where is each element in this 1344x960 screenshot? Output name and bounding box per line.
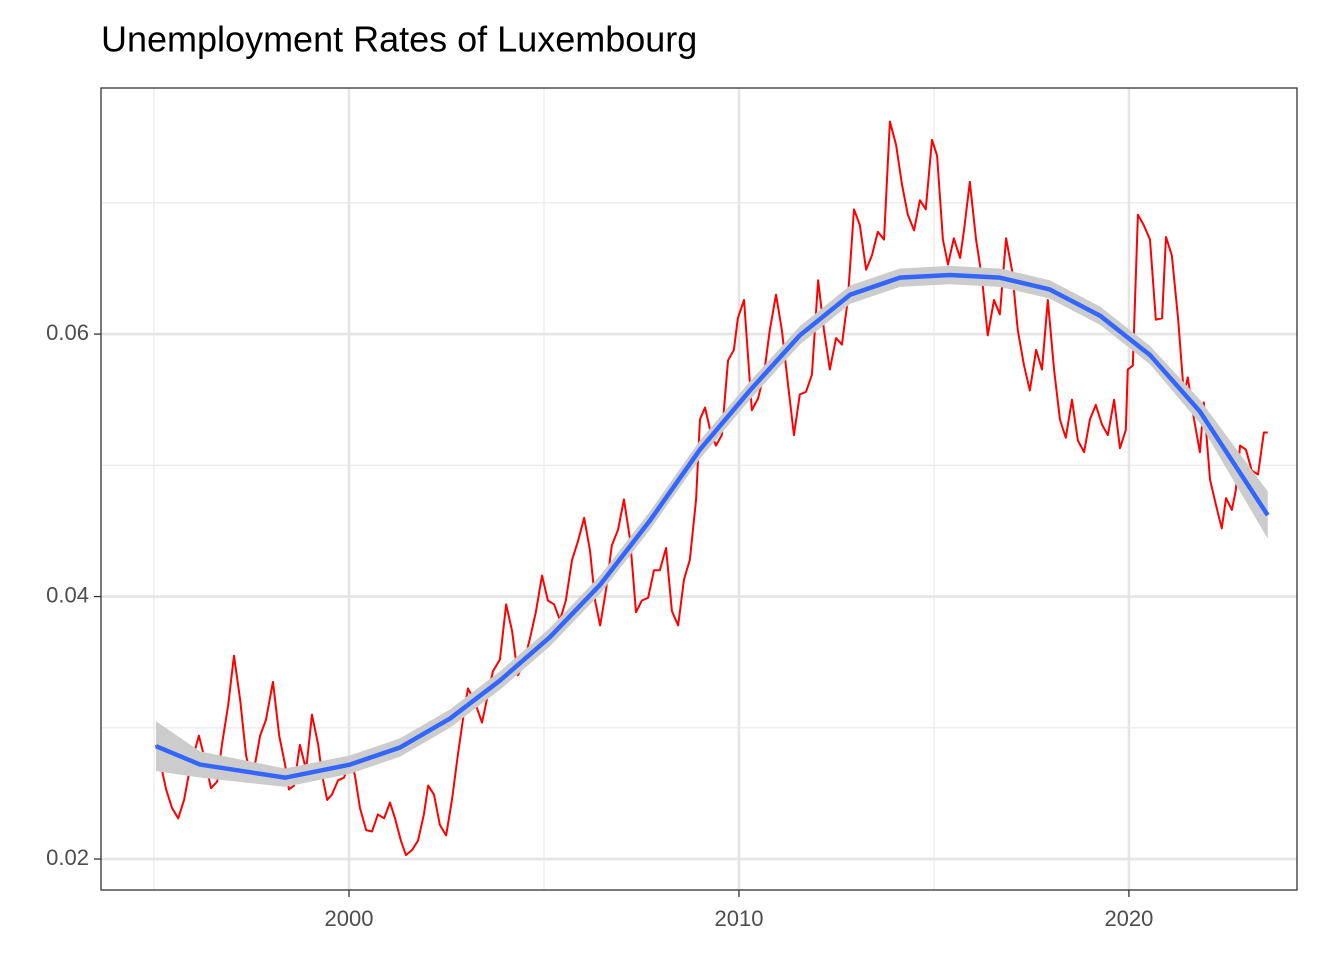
panel-border: [100, 87, 1298, 891]
series-line: [155, 120, 1268, 857]
chart-title: Unemployment Rates of Luxembourg: [101, 19, 697, 60]
x-tick-label: 2000: [325, 906, 374, 931]
panel: [101, 88, 1297, 890]
series-line: [155, 272, 1270, 780]
x-tick-label: 2020: [1104, 906, 1153, 931]
x-tick-label: 2010: [714, 906, 763, 931]
y-tick-label: 0.02: [46, 845, 89, 870]
y-tick-label: 0.04: [46, 582, 89, 607]
y-tick-label: 0.06: [46, 320, 89, 345]
